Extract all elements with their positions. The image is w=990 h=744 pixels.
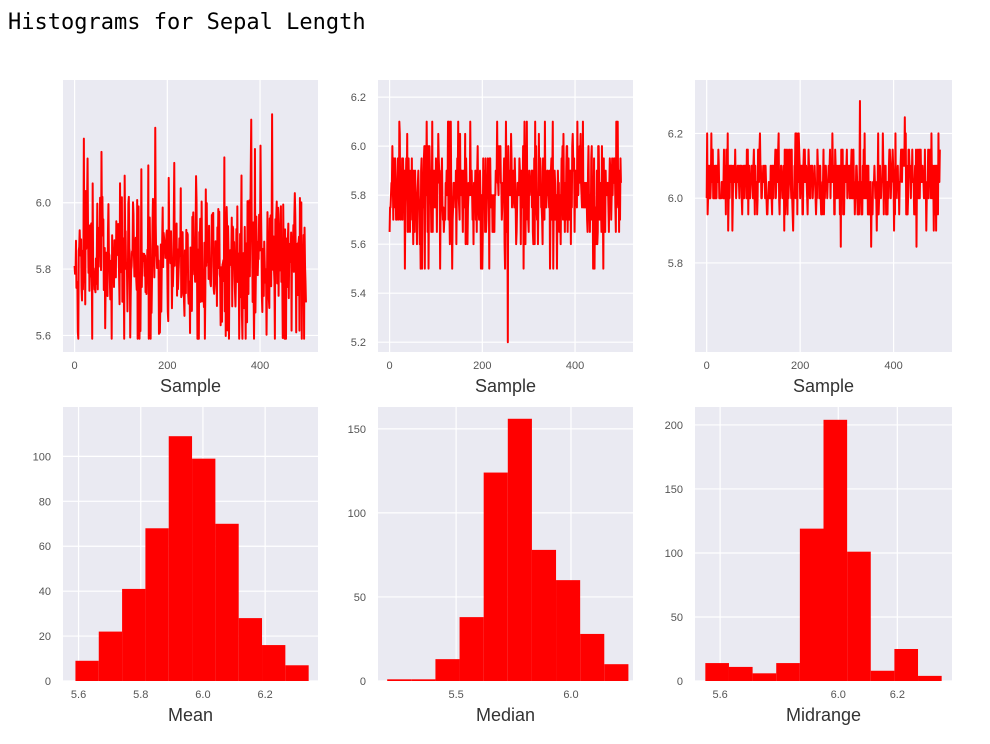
- histogram-bar: [262, 645, 286, 681]
- x-axis-label: Mean: [168, 705, 213, 725]
- histogram-bar: [483, 472, 508, 681]
- y-tick-label: 6.0: [668, 193, 683, 205]
- histogram-bar: [918, 675, 942, 681]
- y-tick-label: 20: [39, 631, 51, 643]
- x-axis-label: Median: [476, 705, 535, 725]
- x-tick-label: 0: [72, 360, 78, 372]
- histogram-bar: [215, 523, 239, 681]
- x-tick-label: 200: [791, 360, 809, 372]
- histogram-bar: [168, 436, 193, 681]
- x-tick-label: 5.6: [71, 689, 86, 701]
- y-tick-label: 0: [677, 676, 683, 688]
- y-tick-label: 6.2: [668, 128, 683, 140]
- histogram-bar: [75, 660, 99, 681]
- y-tick-label: 50: [354, 592, 366, 604]
- y-tick-label: 6.2: [351, 92, 366, 104]
- series-line: [73, 113, 307, 340]
- x-tick-label: 6.0: [563, 689, 578, 701]
- y-tick-label: 100: [348, 508, 366, 520]
- histogram-bar: [752, 673, 777, 681]
- x-tick-label: 6.0: [831, 689, 846, 701]
- histogram-bar: [459, 617, 484, 681]
- histogram-bar: [531, 549, 557, 681]
- histogram-bar: [799, 528, 824, 681]
- histogram-bar: [823, 419, 848, 681]
- histogram-bar: [98, 631, 123, 681]
- histogram-bar: [556, 580, 581, 681]
- histogram-bar: [387, 679, 412, 681]
- histogram-bar: [507, 418, 532, 681]
- histogram-bar: [122, 588, 146, 681]
- histogram-bar: [285, 665, 309, 681]
- y-tick-label: 5.6: [351, 239, 366, 251]
- y-tick-label: 100: [665, 548, 683, 560]
- x-tick-label: 200: [158, 360, 176, 372]
- median-histogram: 5.5 6.0 0 50 100 150 Median: [348, 407, 633, 725]
- histogram-bar: [847, 551, 871, 681]
- histogram-bar: [728, 666, 753, 681]
- y-tick-label: 100: [33, 451, 51, 463]
- series-line: [705, 100, 941, 248]
- y-tick-label: 5.4: [351, 288, 366, 300]
- x-axis-label: Sample: [475, 376, 536, 396]
- y-tick-label: 60: [39, 541, 51, 553]
- midrange-histogram: 5.6 6.0 6.2 0 50 100 150 200 Midrange: [665, 407, 952, 725]
- mean-histogram: 5.6 5.8 6.0 6.2 0 20 40 60 80 100 Mean: [33, 407, 318, 725]
- series-line: [388, 120, 622, 344]
- histogram-bar: [435, 659, 460, 681]
- x-tick-label: 5.8: [133, 689, 148, 701]
- plot-background: [695, 80, 952, 352]
- y-tick-label: 50: [671, 612, 683, 624]
- y-tick-label: 80: [39, 496, 51, 508]
- histogram-bar: [870, 670, 895, 681]
- y-tick-label: 6.0: [351, 141, 366, 153]
- y-tick-label: 200: [665, 420, 683, 432]
- y-tick-label: 5.2: [351, 337, 366, 349]
- y-tick-label: 150: [665, 484, 683, 496]
- x-tick-label: 200: [473, 360, 491, 372]
- x-tick-label: 6.2: [890, 689, 905, 701]
- histogram-bar: [894, 648, 919, 681]
- y-tick-label: 5.8: [668, 258, 683, 270]
- page-title: Histograms for Sepal Length: [8, 10, 366, 35]
- y-tick-label: 5.8: [351, 190, 366, 202]
- y-tick-label: 6.0: [36, 198, 51, 210]
- histogram-bar: [604, 664, 629, 681]
- histogram-bar: [411, 679, 436, 681]
- histogram-bar: [192, 458, 216, 681]
- histogram-bar: [776, 663, 800, 681]
- x-tick-label: 5.5: [448, 689, 463, 701]
- y-tick-label: 5.6: [36, 330, 51, 342]
- x-tick-label: 0: [704, 360, 710, 372]
- y-tick-label: 5.8: [36, 264, 51, 276]
- x-axis-label: Midrange: [786, 705, 861, 725]
- histogram-bar: [238, 618, 263, 681]
- x-tick-label: 5.6: [712, 689, 727, 701]
- histogram-bar: [145, 528, 169, 681]
- x-tick-label: 400: [566, 360, 584, 372]
- histogram-bar: [580, 633, 605, 681]
- y-tick-label: 0: [45, 676, 51, 688]
- x-axis-label: Sample: [793, 376, 854, 396]
- x-tick-label: 400: [884, 360, 902, 372]
- x-tick-label: 6.2: [257, 689, 272, 701]
- y-tick-label: 40: [39, 586, 51, 598]
- x-axis-label: Sample: [160, 376, 221, 396]
- x-tick-label: 6.0: [195, 689, 210, 701]
- y-tick-label: 0: [360, 676, 366, 688]
- histogram-bar: [705, 663, 729, 681]
- x-tick-label: 0: [387, 360, 393, 372]
- midrange-trace: 0 200 400 5.8 6.0 6.2 Sample: [668, 80, 952, 396]
- x-tick-label: 400: [251, 360, 269, 372]
- y-tick-label: 150: [348, 424, 366, 436]
- mean-trace: 0 200 400 5.6 5.8 6.0 Sample: [36, 80, 318, 396]
- median-trace: 0 200 400 5.2 5.4 5.6 5.8 6.0 6.2 Sample: [351, 80, 633, 396]
